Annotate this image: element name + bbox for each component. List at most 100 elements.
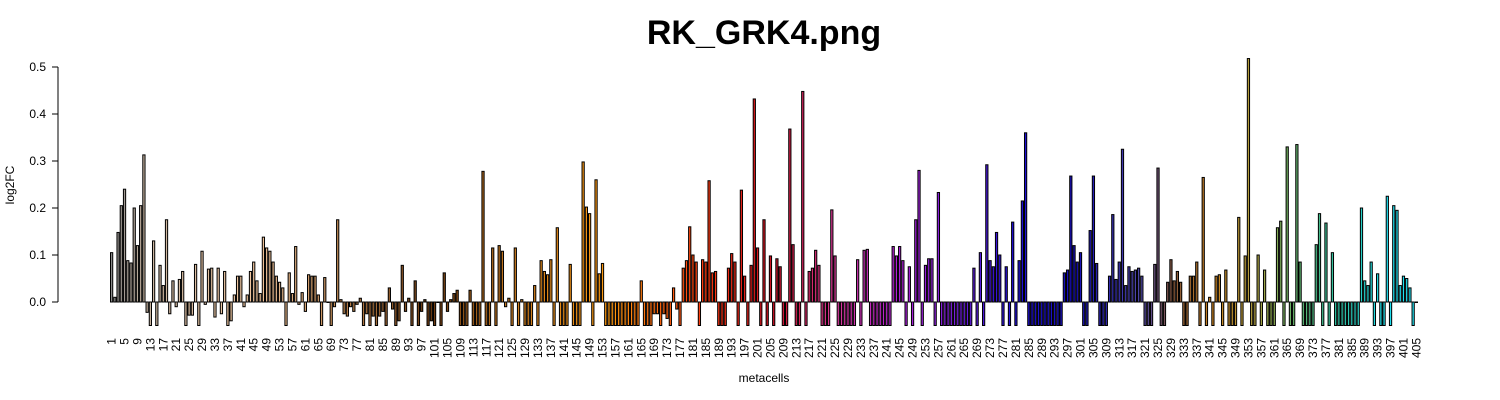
bar-metacell-348 <box>1230 301 1234 326</box>
x-tick-label: 153 <box>596 338 610 358</box>
y-axis-label: log2FC <box>3 165 17 204</box>
bar-metacell-102 <box>436 301 440 303</box>
bars-group <box>110 58 1419 326</box>
bar-metacell-75 <box>348 301 353 308</box>
bar-metacell-323 <box>1149 301 1154 326</box>
bar-metacell-356 <box>1256 254 1260 303</box>
bar-metacell-325 <box>1156 167 1160 303</box>
x-tick-label: 209 <box>776 338 790 358</box>
bar-metacell-402 <box>1405 278 1409 303</box>
bar-metacell-307 <box>1098 301 1102 326</box>
bar-metacell-151 <box>594 179 598 303</box>
bar-metacell-260 <box>946 301 950 326</box>
bar-metacell-70 <box>332 301 337 308</box>
x-tick-label: 297 <box>1061 338 1075 358</box>
bar-metacell-403 <box>1408 287 1412 303</box>
bar-metacell-281 <box>1014 301 1018 326</box>
x-tick-label: 269 <box>970 338 984 358</box>
bar-metacell-162 <box>629 301 634 326</box>
bar-metacell-328 <box>1166 281 1170 303</box>
bar-metacell-304 <box>1088 230 1092 303</box>
bar-metacell-299 <box>1072 245 1076 303</box>
bar-metacell-14 <box>151 240 156 303</box>
bar-metacell-141 <box>562 301 566 326</box>
x-tick-label: 137 <box>544 338 558 358</box>
bar-metacell-195 <box>736 301 740 326</box>
bar-metacell-199 <box>749 264 753 303</box>
x-tick-label: 113 <box>466 338 480 357</box>
bar-metacell-390 <box>1366 285 1370 303</box>
bar-metacell-401 <box>1401 275 1406 303</box>
bar-metacell-58 <box>294 246 298 303</box>
bar-metacell-148 <box>584 206 588 303</box>
x-tick-label: 45 <box>247 338 261 352</box>
bar-metacell-268 <box>972 267 976 303</box>
x-tick-label: 397 <box>1384 338 1398 358</box>
bar-metacell-351 <box>1240 301 1244 326</box>
bar-metacell-127 <box>516 301 521 326</box>
bar-metacell-220 <box>817 264 821 303</box>
bar-metacell-384 <box>1346 301 1351 326</box>
x-tick-label: 281 <box>1009 338 1023 358</box>
bar-metacell-165 <box>639 280 643 303</box>
bar-metacell-111 <box>465 301 469 326</box>
bar-metacell-157 <box>613 301 618 326</box>
bar-metacell-98 <box>423 299 427 303</box>
bar-metacell-396 <box>1385 195 1389 303</box>
bar-metacell-341 <box>1208 296 1212 303</box>
x-tick-label: 185 <box>699 338 713 358</box>
bar-metacell-248 <box>907 266 911 303</box>
x-tick-label: 177 <box>673 338 687 358</box>
bar-metacell-56 <box>287 272 291 303</box>
bar-metacell-316 <box>1127 266 1131 303</box>
bar-metacell-50 <box>268 250 272 303</box>
bar-metacell-186 <box>707 180 711 303</box>
bar-metacell-292 <box>1049 301 1054 326</box>
bar-metacell-266 <box>965 301 970 326</box>
bar-metacell-2 <box>113 296 117 303</box>
bar-metacell-159 <box>620 301 624 326</box>
bar-metacell-276 <box>998 254 1002 303</box>
bar-metacell-223 <box>826 301 831 326</box>
bar-metacell-231 <box>852 301 857 326</box>
x-tick-label: 253 <box>918 338 932 358</box>
bar-metacell-191 <box>723 301 727 326</box>
bar-metacell-18 <box>164 219 169 303</box>
x-tick-label: 201 <box>751 338 765 358</box>
bar-metacell-293 <box>1053 301 1057 326</box>
x-tick-labels: 1591317212529333741454953576165697377818… <box>105 338 1424 358</box>
bar-metacell-52 <box>274 275 278 303</box>
x-tick-label: 181 <box>686 338 700 358</box>
bar-metacell-285 <box>1027 301 1031 326</box>
bar-metacell-257 <box>936 191 941 303</box>
x-tick-label: 49 <box>260 338 274 352</box>
bar-metacell-343 <box>1214 275 1218 303</box>
bar-metacell-349 <box>1233 301 1238 326</box>
bar-metacell-123 <box>504 301 508 308</box>
bar-metacell-87 <box>387 287 391 303</box>
bar-metacell-353 <box>1246 58 1251 303</box>
bar-metacell-324 <box>1153 263 1157 303</box>
bar-metacell-286 <box>1030 301 1034 326</box>
bar-metacell-358 <box>1262 269 1267 303</box>
bar-metacell-65 <box>316 294 320 303</box>
x-tick-label: 345 <box>1216 338 1230 358</box>
bar-metacell-207 <box>775 258 779 303</box>
bar-metacell-184 <box>701 259 705 303</box>
bar-metacell-47 <box>258 293 262 303</box>
bar-metacell-126 <box>513 247 517 303</box>
bar-metacell-190 <box>720 301 724 326</box>
x-tick-label: 61 <box>298 338 312 352</box>
bar-metacell-72 <box>339 299 343 303</box>
bar-metacell-54 <box>281 287 285 303</box>
bar-metacell-90 <box>397 301 401 322</box>
bar-metacell-20 <box>171 280 175 303</box>
bar-metacell-84 <box>378 301 382 317</box>
bar-metacell-332 <box>1179 281 1183 303</box>
bar-metacell-301 <box>1078 252 1083 303</box>
bar-metacell-264 <box>959 301 963 326</box>
bar-metacell-132 <box>533 285 537 303</box>
x-tick-label: 53 <box>273 338 287 352</box>
bar-metacell-251 <box>917 169 921 303</box>
